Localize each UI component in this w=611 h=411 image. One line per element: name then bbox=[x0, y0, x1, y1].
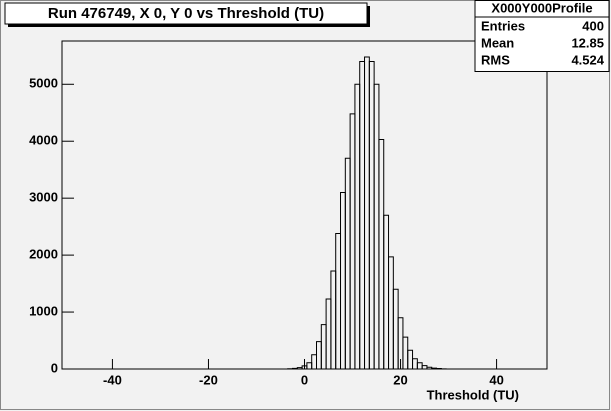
frame bbox=[61, 40, 548, 370]
title-box bbox=[4, 2, 368, 25]
stats-value: 400 bbox=[582, 18, 604, 33]
histogram-bin bbox=[291, 367, 298, 369]
x-tick-label: -20 bbox=[199, 372, 218, 387]
x-axis-label: Threshold (TU) bbox=[427, 387, 519, 402]
stats-label: RMS bbox=[481, 52, 510, 67]
stats-label: Entries bbox=[481, 18, 525, 33]
stats-label: Mean bbox=[481, 35, 514, 50]
y-tick-label: 0 bbox=[51, 360, 58, 375]
x-tick-label: 40 bbox=[489, 372, 503, 387]
y-tick-label: 1000 bbox=[29, 303, 58, 318]
x-tick-label: 0 bbox=[301, 372, 308, 387]
x-tick-label: -40 bbox=[103, 372, 122, 387]
stats-box bbox=[474, 0, 610, 72]
y-tick-label: 2000 bbox=[29, 247, 58, 262]
chart-title: Run 476749, X 0, Y 0 vs Threshold (TU) bbox=[48, 5, 324, 22]
y-tick-label: 4000 bbox=[29, 133, 58, 148]
y-tick-label: 5000 bbox=[29, 76, 58, 91]
stats-title: X000Y000Profile bbox=[491, 0, 592, 15]
stats-value: 12.85 bbox=[571, 35, 604, 50]
stats-value: 4.524 bbox=[571, 52, 604, 67]
x-tick-label: 20 bbox=[393, 372, 407, 387]
y-tick-label: 3000 bbox=[29, 190, 58, 205]
